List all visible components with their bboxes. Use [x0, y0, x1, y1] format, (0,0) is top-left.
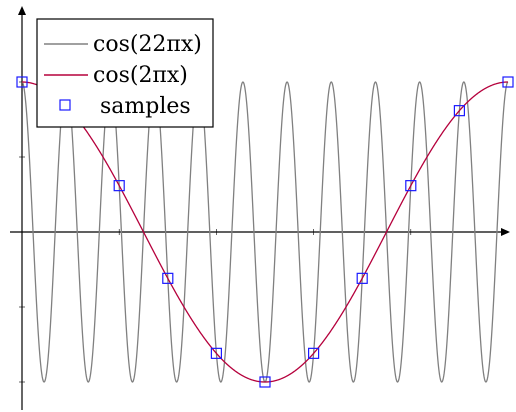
sample-marker-3	[210, 347, 222, 359]
legend-box	[36, 18, 214, 128]
sample-marker-8	[453, 105, 465, 117]
legend: cos(22πx) cos(2πx) samples	[36, 18, 214, 128]
sample-marker-0	[16, 76, 28, 88]
series-layer	[21, 81, 509, 383]
sample-marker-9	[502, 76, 514, 88]
x-axis-arrow	[501, 228, 510, 236]
sample-marker-4	[259, 376, 271, 388]
axes	[10, 6, 510, 410]
y-axis-arrow	[18, 6, 26, 15]
sample-marker-6	[356, 272, 368, 284]
legend-label-series-1: cos(2πx)	[93, 63, 188, 88]
sample-marker-5	[308, 347, 320, 359]
series-line-1	[22, 81, 508, 383]
sample-markers	[16, 76, 514, 388]
sample-marker-2	[162, 272, 174, 284]
legend-label-series-0: cos(22πx)	[93, 32, 202, 57]
sample-marker-7	[405, 180, 417, 192]
legend-swatch-series-2	[59, 99, 71, 111]
sample-marker-1	[113, 180, 125, 192]
legend-label-series-2: samples	[100, 94, 191, 119]
